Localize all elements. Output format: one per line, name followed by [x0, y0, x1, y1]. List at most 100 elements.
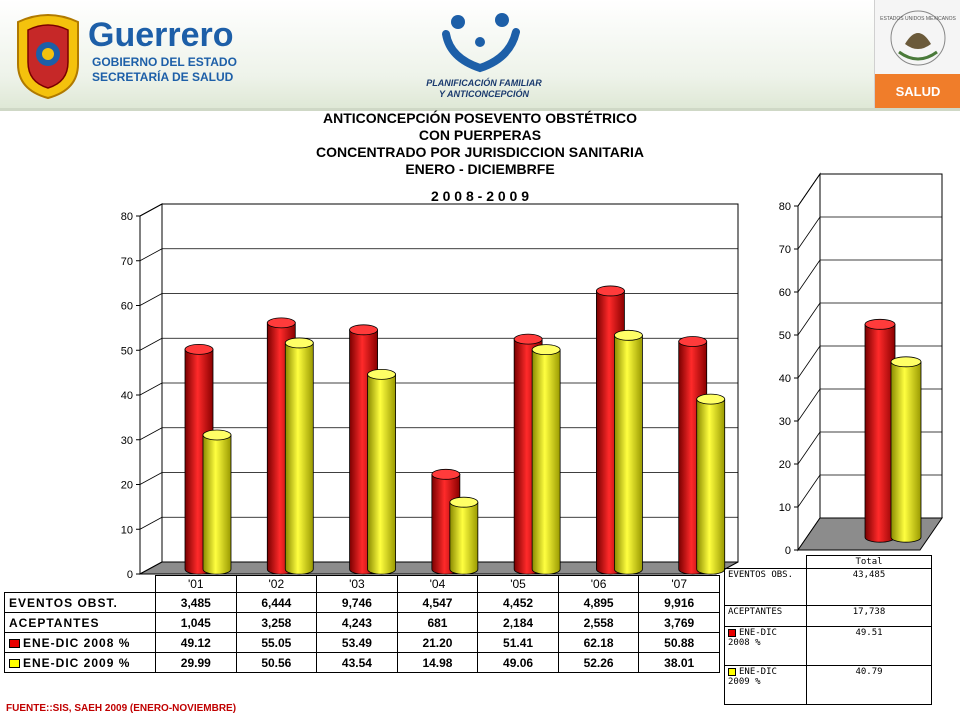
- chart-title-line-4: ENERO - DICIEMBRFE: [405, 161, 555, 177]
- brand-sub2: SECRETARÍA DE SALUD: [92, 69, 234, 84]
- y-tick-label: 10: [779, 502, 791, 514]
- table-cell: 62.18: [557, 632, 640, 653]
- bar-2009: [284, 337, 314, 575]
- y-tick-label: 30: [779, 416, 791, 428]
- row-label-2009: ENE-DIC 2009 %: [4, 652, 156, 673]
- bar-2009: [614, 329, 643, 575]
- table-cell: 29.99: [155, 652, 237, 673]
- guerrero-logo: Guerrero GOBIERNO DEL ESTADO SECRETARÍA …: [17, 14, 237, 100]
- legend-swatch-2008: [9, 638, 20, 648]
- col-header: '03: [316, 575, 398, 593]
- row-label: ACEPTANTES: [4, 612, 156, 633]
- row-label-2008: ENE-DIC 2008 %: [723, 626, 808, 666]
- source-note: FUENTE::SIS, SAEH 2009 (ENERO-NOVIEMBRE): [6, 703, 237, 714]
- table-cell: 4,547: [396, 592, 479, 613]
- y-tick-label: 70: [121, 256, 133, 268]
- table-row: ACEPTANTES 17,738: [723, 605, 932, 627]
- total-y-axis: 0 10 20 30 40 50 60 70 80: [779, 201, 799, 557]
- total-table-corner: [725, 556, 807, 569]
- y-tick-label: 80: [779, 201, 791, 213]
- col-header: '04: [396, 575, 479, 593]
- brand-sub1: GOBIERNO DEL ESTADO: [92, 55, 237, 69]
- col-header: '07: [638, 575, 720, 593]
- table-cell: 49.51: [806, 626, 932, 666]
- bar-2009: [890, 356, 922, 543]
- table-cell: 50.88: [638, 632, 720, 653]
- y-tick-label: 20: [779, 459, 791, 471]
- table-cell: 4,243: [316, 612, 398, 633]
- table-cell: 6,444: [235, 592, 318, 613]
- legend-label-2009: ENE-DIC 2009 %: [728, 667, 777, 687]
- col-header: '01: [155, 575, 237, 593]
- total-bars: [864, 318, 922, 543]
- y-tick-label: 40: [779, 373, 791, 385]
- table-cell: 43,485: [806, 568, 932, 606]
- total-header-row: Total: [725, 555, 932, 569]
- brand-text: Guerrero: [88, 16, 234, 54]
- y-tick-label: 80: [121, 211, 133, 223]
- table-cell: 14.98: [396, 652, 479, 673]
- table-cell: 43.54: [316, 652, 398, 673]
- table-cell: 681: [396, 612, 479, 633]
- y-tick-label: 60: [779, 287, 791, 299]
- data-table: '01 '02 '03 '04 '05 '06 '07 EVENTOS OBST…: [4, 575, 720, 673]
- y-tick-label: 60: [121, 301, 133, 313]
- bar-2008: [864, 318, 896, 543]
- y-tick-label: 0: [127, 569, 133, 581]
- table-row: ENE-DIC 2008 % 49.12 55.05 53.49 21.20 5…: [4, 632, 720, 653]
- legend-label-2008: ENE-DIC 2008 %: [728, 628, 777, 648]
- legend-label-2009: ENE-DIC 2009 %: [23, 655, 131, 670]
- table-cell: 49.12: [155, 632, 237, 653]
- table-row: ACEPTANTES 1,045 3,258 4,243 681 2,184 2…: [4, 612, 720, 633]
- y-tick-label: 20: [121, 480, 133, 492]
- table-row: ENE-DIC 2008 % 49.51: [723, 626, 932, 666]
- table-cell: 49.06: [477, 652, 559, 673]
- table-header-row: '01 '02 '03 '04 '05 '06 '07: [5, 575, 720, 593]
- family-figures-icon: [442, 13, 520, 73]
- salud-badge: ESTADOS UNIDOS MEXICANOS SALUD: [874, 0, 960, 108]
- pf-line1: PLANIFICACIÓN FAMILIAR: [426, 77, 542, 88]
- table-cell: 9,746: [316, 592, 398, 613]
- y-tick-label: 0: [785, 545, 791, 557]
- table-cell: 52.26: [557, 652, 640, 673]
- y-tick-label: 50: [121, 345, 133, 357]
- bar-2009: [449, 496, 479, 575]
- table-corner: [5, 576, 156, 593]
- chart-title-line-3: CONCENTRADO POR JURISDICCION SANITARIA: [316, 144, 644, 160]
- table-cell: 50.56: [235, 652, 318, 673]
- total-data-table: Total EVENTOS OBS. 43,485 ACEPTANTES 17,…: [723, 555, 932, 705]
- table-cell: 4,452: [477, 592, 559, 613]
- planificacion-logo: PLANIFICACIÓN FAMILIAR Y ANTICONCEPCIÓN: [426, 13, 542, 99]
- row-label: ACEPTANTES: [723, 605, 808, 627]
- total-col-header: Total: [806, 555, 932, 569]
- y-tick-label: 40: [121, 390, 133, 402]
- table-cell: 55.05: [235, 632, 318, 653]
- table-cell: 53.49: [316, 632, 398, 653]
- y-tick-label: 70: [779, 244, 791, 256]
- legend-swatch-2008: [728, 628, 736, 637]
- table-cell: 38.01: [638, 652, 720, 673]
- table-cell: 4,895: [557, 592, 640, 613]
- chart-title-line-5: 2 0 0 8 - 2 0 0 9: [430, 188, 530, 204]
- table-cell: 9,916: [638, 592, 720, 613]
- row-label: EVENTOS OBST.: [4, 592, 156, 613]
- legend-swatch-2009: [728, 667, 736, 676]
- table-row: EVENTOS OBS. 43,485: [723, 568, 932, 606]
- row-label: EVENTOS OBS.: [723, 568, 808, 606]
- header-band: Guerrero GOBIERNO DEL ESTADO SECRETARÍA …: [0, 0, 960, 111]
- pf-line2: Y ANTICONCEPCIÓN: [439, 88, 530, 99]
- row-label-2008: ENE-DIC 2008 %: [4, 632, 156, 653]
- col-header: '02: [235, 575, 318, 593]
- seal-text: ESTADOS UNIDOS MEXICANOS: [880, 16, 956, 22]
- bar-2009: [531, 344, 561, 575]
- table-cell: 2,184: [477, 612, 559, 633]
- national-seal-icon: ESTADOS UNIDOS MEXICANOS: [880, 10, 957, 66]
- table-cell: 3,258: [235, 612, 318, 633]
- table-cell: 1,045: [155, 612, 237, 633]
- table-cell: 2,558: [557, 612, 640, 633]
- main-bars: [184, 285, 726, 575]
- bar-2009: [367, 368, 396, 575]
- table-cell: 17,738: [806, 605, 932, 627]
- state-shield-icon: [17, 14, 79, 100]
